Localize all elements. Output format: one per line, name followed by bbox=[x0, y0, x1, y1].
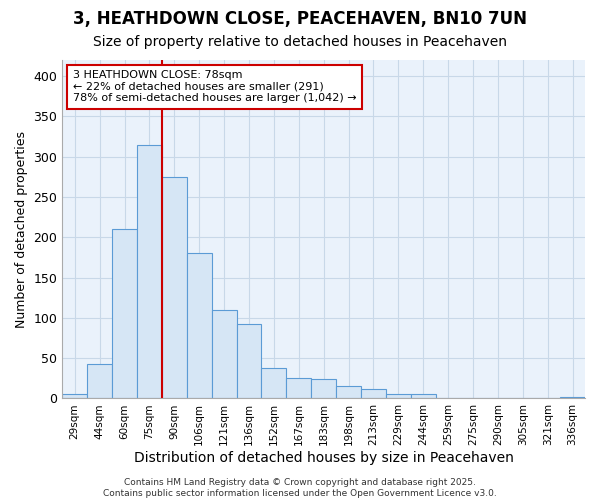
Bar bbox=[112, 229, 137, 398]
Y-axis label: Number of detached properties: Number of detached properties bbox=[15, 130, 28, 328]
Bar bbox=[212, 310, 236, 398]
Bar bbox=[137, 144, 162, 398]
Bar bbox=[62, 394, 87, 398]
Bar bbox=[560, 397, 585, 398]
Bar bbox=[286, 378, 311, 398]
Text: Size of property relative to detached houses in Peacehaven: Size of property relative to detached ho… bbox=[93, 35, 507, 49]
Text: 3, HEATHDOWN CLOSE, PEACEHAVEN, BN10 7UN: 3, HEATHDOWN CLOSE, PEACEHAVEN, BN10 7UN bbox=[73, 10, 527, 28]
Text: 3 HEATHDOWN CLOSE: 78sqm
← 22% of detached houses are smaller (291)
78% of semi-: 3 HEATHDOWN CLOSE: 78sqm ← 22% of detach… bbox=[73, 70, 356, 103]
Bar bbox=[361, 389, 386, 398]
Bar bbox=[336, 386, 361, 398]
Bar bbox=[236, 324, 262, 398]
Bar bbox=[386, 394, 411, 398]
Bar bbox=[187, 254, 212, 398]
X-axis label: Distribution of detached houses by size in Peacehaven: Distribution of detached houses by size … bbox=[134, 451, 514, 465]
Bar bbox=[87, 364, 112, 398]
Bar bbox=[162, 177, 187, 398]
Bar bbox=[262, 368, 286, 398]
Bar bbox=[411, 394, 436, 398]
Text: Contains HM Land Registry data © Crown copyright and database right 2025.
Contai: Contains HM Land Registry data © Crown c… bbox=[103, 478, 497, 498]
Bar bbox=[311, 379, 336, 398]
